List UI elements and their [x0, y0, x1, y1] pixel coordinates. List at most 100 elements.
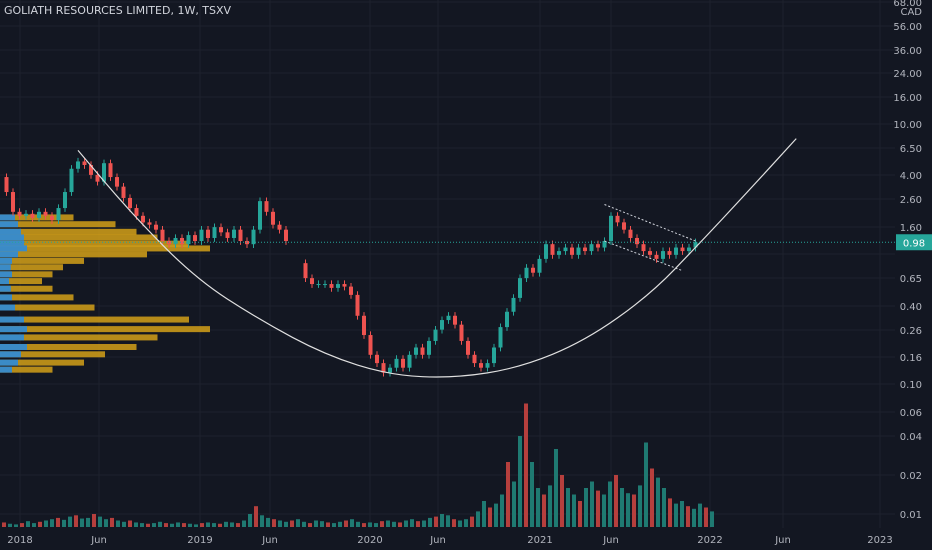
candle-body [63, 192, 67, 209]
price-tick-label: 0.26 [900, 326, 922, 337]
volume-bar [68, 516, 72, 527]
time-tick-label: 2022 [697, 535, 722, 546]
volume-bar [38, 521, 42, 527]
volume-bar [206, 522, 210, 527]
volume-bar [452, 519, 456, 527]
volume-bar [98, 516, 102, 527]
volume-bar [254, 506, 258, 527]
profile-bar-a [0, 240, 24, 247]
channel-lower-line [604, 240, 683, 272]
candle-body [570, 247, 574, 255]
volume-bar [80, 518, 84, 527]
candle-body [661, 251, 665, 259]
price-tick-label: 6.50 [900, 144, 922, 155]
profile-bar-a [0, 334, 24, 341]
volume-bar [140, 523, 144, 527]
volume-bar [626, 493, 630, 527]
profile-bar-a [0, 294, 12, 301]
volume-bar [518, 436, 522, 527]
profile-bar-b [0, 366, 53, 373]
volume-bar [74, 515, 78, 527]
candle-body [69, 168, 74, 193]
candle-body [199, 229, 204, 241]
profile-bar-b [0, 251, 147, 258]
volume-bar [50, 519, 54, 527]
volume-bar [248, 514, 252, 527]
volume-bar [524, 403, 528, 527]
volume-bar [446, 515, 450, 527]
volume-bar [134, 522, 138, 527]
time-tick-label: Jun [90, 535, 107, 546]
volume-bar [572, 494, 576, 527]
candle-body [687, 247, 691, 252]
channel-upper-line [604, 204, 696, 242]
volume-bar [236, 523, 240, 527]
candle-body [498, 327, 503, 348]
candle-body [654, 254, 659, 259]
candle-body [258, 201, 262, 230]
candle-body [4, 177, 9, 193]
volume-bar [536, 488, 540, 527]
volume-bar [602, 494, 606, 527]
volume-bar [392, 521, 396, 527]
profile-bar-b [0, 278, 42, 285]
candle-body [375, 354, 379, 364]
volume-bar [500, 494, 504, 527]
volume-bar [542, 494, 546, 527]
volume-bar [368, 522, 372, 527]
price-tick-label: 0.10 [900, 380, 922, 391]
volume-bar [614, 475, 618, 527]
profile-bar-a [0, 326, 27, 333]
last-price-line: 0.98 [0, 234, 932, 251]
volume-bar [488, 507, 492, 527]
candle-body [329, 284, 334, 288]
volume-bar [482, 501, 486, 527]
volume-bar [44, 520, 48, 527]
rounded-bottom-curve [77, 138, 797, 378]
volume-bar [116, 520, 120, 527]
time-tick-label: 2019 [187, 535, 212, 546]
volume-bar [170, 523, 174, 527]
candle-body [89, 164, 93, 175]
candle-body [407, 354, 412, 368]
profile-bar-b [0, 221, 116, 228]
profile-bar-a [0, 234, 24, 241]
profile-bar-a [0, 228, 21, 235]
profile-bar-a [0, 316, 24, 323]
time-tick-label: Jun [774, 535, 791, 546]
last-price-tag-label: 0.98 [903, 238, 925, 249]
candle-body [50, 215, 54, 221]
grid-lines [0, 0, 895, 528]
profile-bar-b [0, 294, 74, 301]
candle-body [641, 244, 646, 252]
time-axis[interactable]: 2018 Jun 2019 Jun 2020 Jun 2021 Jun 2022 Jun 2023 [7, 535, 892, 546]
volume-bar [554, 449, 558, 527]
volume-bar [314, 520, 318, 527]
volume-bar [512, 481, 516, 527]
volume-bar [242, 520, 246, 527]
currency-label: CAD [900, 7, 922, 18]
price-tick-label: 0.06 [900, 408, 922, 419]
candle-body [336, 284, 340, 288]
candle-body [147, 222, 152, 225]
volume-bar [56, 517, 60, 527]
candle-body [648, 251, 652, 255]
candle-body [186, 235, 191, 245]
volume-bar [104, 519, 108, 527]
volume-bar [146, 523, 150, 527]
drawing-overlays [77, 138, 797, 378]
volume-bar [338, 521, 342, 527]
volume-bar [668, 498, 672, 527]
candle-body [303, 263, 308, 279]
price-tick-label: 2.60 [900, 195, 922, 206]
candle-body [544, 244, 548, 259]
candle-body [537, 258, 542, 273]
time-tick-label: 2018 [7, 535, 32, 546]
time-tick-label: Jun [261, 535, 278, 546]
volume-bar [596, 490, 600, 527]
price-axis[interactable]: 68.00 56.00 36.00 24.00 16.00 10.00 6.50 4.00 2.… [893, 0, 922, 521]
price-tick-label: 36.00 [893, 46, 922, 57]
candle-body [563, 247, 568, 252]
profile-bar-a [0, 251, 18, 258]
